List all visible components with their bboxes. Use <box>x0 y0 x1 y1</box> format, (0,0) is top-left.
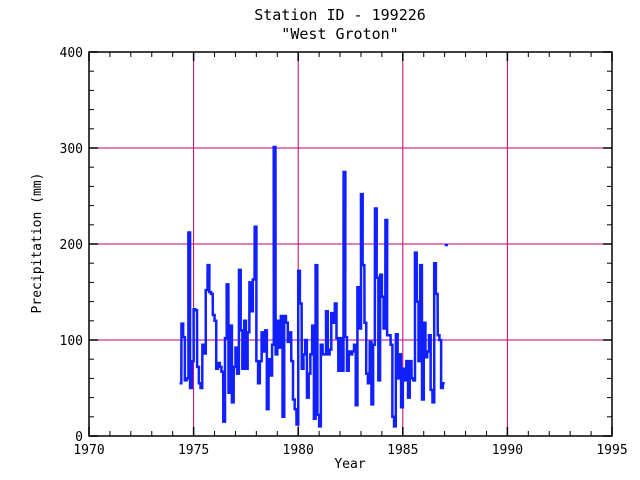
chart-subtitle: "West Groton" <box>281 25 398 43</box>
series-line-0 <box>179 145 445 428</box>
series-layer <box>179 145 449 428</box>
x-tick-label: 1980 <box>283 443 314 458</box>
x-tick-label: 1995 <box>596 443 627 458</box>
x-axis: 1970 1975 1980 1985 1990 1995 <box>73 52 628 458</box>
y-tick-label: 100 <box>60 334 83 349</box>
x-tick-label: 1975 <box>178 443 209 458</box>
y-tick-label: 200 <box>60 238 83 253</box>
x-tick-label: 1985 <box>387 443 418 458</box>
y-tick-label: 300 <box>60 142 83 157</box>
chart-title: Station ID - 199226 <box>254 6 426 24</box>
x-axis-label: Year <box>334 457 365 472</box>
y-axis: 0 100 200 300 400 <box>60 46 612 445</box>
grid-lines <box>89 52 612 436</box>
y-tick-label: 400 <box>60 46 83 61</box>
x-tick-label: 1990 <box>492 443 523 458</box>
x-tick-label: 1970 <box>73 443 104 458</box>
y-tick-label: 0 <box>75 430 83 445</box>
y-axis-label: Precipitation (mm) <box>30 173 45 314</box>
